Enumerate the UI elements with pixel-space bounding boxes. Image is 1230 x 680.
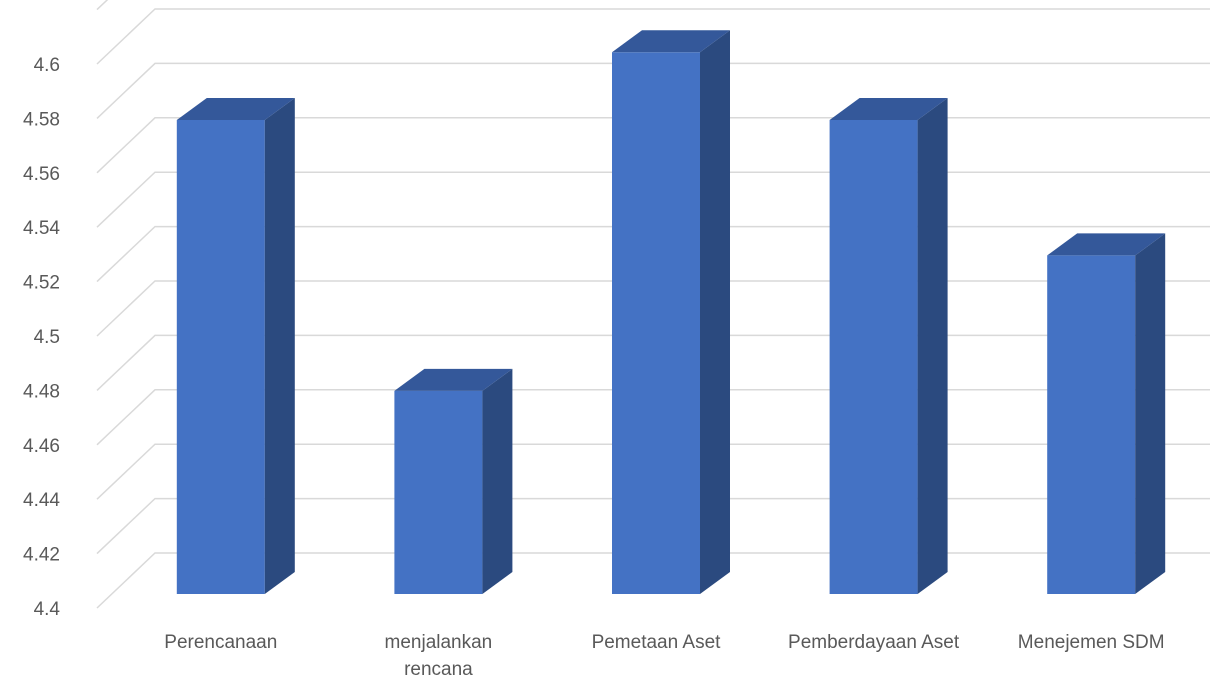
bar-top: [1047, 233, 1166, 256]
bar: [829, 98, 948, 594]
bar: [176, 98, 295, 594]
bar: [612, 30, 730, 595]
x-category-label-line: Pemetaan Aset: [592, 632, 722, 653]
bar-side: [917, 98, 948, 594]
bar-side: [1135, 233, 1166, 594]
x-category-label: Pemetaan Aset: [592, 632, 722, 653]
y-tick-label: 4.54: [23, 218, 60, 239]
bar-front: [394, 390, 483, 594]
y-tick-label: 4.42: [23, 545, 60, 566]
y-tick-label: 4.6: [34, 55, 60, 76]
y-tick-label: 4.52: [23, 273, 60, 294]
x-category-label: Menejemen SDM: [1018, 632, 1165, 653]
y-tick-label: 4.44: [23, 490, 60, 511]
y-tick-label: 4.46: [23, 436, 60, 457]
x-category-label-line: Pemberdayaan Aset: [788, 632, 960, 653]
y-tick-label: 4.48: [23, 381, 60, 402]
x-category-label: menjalankan rencana: [385, 632, 493, 680]
bar-top: [176, 98, 295, 120]
x-category-label-line: Menejemen SDM: [1018, 632, 1165, 653]
bars: [176, 30, 1166, 595]
x-category-label: Pemberdayaan Aset: [788, 632, 960, 653]
gridline: [96, 8, 1210, 65]
bar-side: [482, 368, 513, 594]
y-tick-label: 4.56: [23, 164, 60, 185]
bar-front: [176, 120, 265, 594]
bar-top: [394, 368, 513, 391]
bar-side: [264, 98, 295, 594]
gridline: [96, 0, 109, 11]
gridlines: [96, 0, 1210, 609]
bar-side: [700, 30, 730, 595]
bar-front: [829, 120, 918, 594]
y-tick-label: 4.5: [34, 327, 60, 348]
bar-top: [829, 98, 948, 120]
gridline: [96, 62, 1210, 119]
x-axis-category-labels: Perencanaan menjalankan rencana Pemetaan As…: [164, 632, 1164, 680]
bar: [1047, 233, 1166, 594]
bar-front: [612, 52, 700, 595]
bar-top: [612, 30, 730, 53]
y-tick-label: 4.4: [34, 599, 61, 620]
y-tick-label: 4.58: [23, 109, 60, 130]
bar: [394, 368, 513, 594]
y-axis-tick-labels: 4.4 4.42 4.44 4.46 4.48 4.5 4.52 4.54 4.56 4.58 4.…: [23, 55, 60, 620]
x-category-label-line: menjalankan: [385, 632, 493, 653]
x-category-label: Perencanaan: [164, 632, 277, 653]
bar-front: [1047, 255, 1136, 594]
x-category-label-line: Perencanaan: [164, 632, 277, 653]
x-category-label-line: rencana: [404, 659, 473, 680]
